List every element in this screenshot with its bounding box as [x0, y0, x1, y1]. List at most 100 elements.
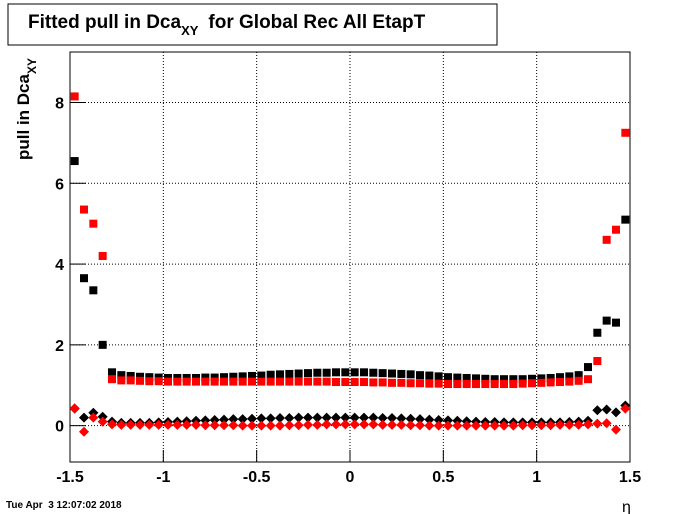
y-tick-label: 8 — [55, 95, 64, 112]
square-marker — [444, 380, 452, 389]
square-marker — [313, 377, 322, 386]
square-marker — [584, 363, 592, 372]
square-marker — [248, 377, 256, 386]
square-marker — [397, 369, 406, 378]
diamond-marker — [471, 420, 481, 431]
diamond-marker — [415, 420, 425, 431]
diamond-marker — [387, 412, 397, 423]
square-marker — [528, 379, 536, 388]
diamond-marker — [293, 412, 304, 423]
diamond-marker — [573, 419, 584, 430]
square-marker — [378, 378, 387, 387]
timestamp: Tue Apr 3 12:07:02 2018 — [6, 500, 122, 511]
x-tick-label: 1 — [532, 469, 541, 486]
square-marker — [164, 377, 172, 386]
square-marker — [201, 377, 210, 386]
diamond-marker — [209, 420, 220, 431]
square-marker — [350, 378, 359, 387]
diamond-marker — [396, 419, 407, 430]
diamond-marker — [181, 419, 192, 430]
diamond-marker — [377, 412, 388, 423]
diamond-marker — [620, 403, 631, 414]
square-marker — [332, 378, 340, 387]
diamond-marker — [163, 419, 173, 430]
square-marker — [378, 369, 387, 378]
square-marker — [257, 377, 266, 386]
square-marker — [257, 371, 266, 380]
diamond-marker — [349, 419, 360, 430]
diamond-marker — [125, 419, 136, 430]
diamond-marker — [219, 420, 229, 431]
diamond-marker — [592, 405, 603, 416]
y-label-main: pull in Dca — [14, 74, 33, 161]
square-marker — [89, 219, 98, 228]
diamond-marker — [452, 420, 463, 431]
diamond-marker — [135, 419, 145, 430]
square-marker — [70, 92, 79, 101]
square-marker — [248, 371, 256, 380]
square-marker — [145, 373, 154, 382]
square-marker — [350, 368, 359, 377]
square-marker — [276, 377, 284, 386]
diamond-marker — [461, 420, 472, 431]
x-tick-label: 0.5 — [432, 469, 454, 486]
diamond-marker — [321, 412, 332, 423]
square-marker — [481, 380, 490, 389]
square-marker — [173, 377, 182, 386]
diamond-marker — [499, 420, 509, 431]
diamond-marker — [359, 419, 369, 430]
square-marker — [294, 377, 303, 386]
diamond-marker — [545, 420, 556, 431]
square-marker — [462, 373, 471, 382]
square-marker — [472, 374, 480, 383]
square-marker — [136, 376, 144, 385]
square-marker — [341, 378, 350, 387]
diamond-marker — [331, 419, 341, 430]
square-marker — [425, 371, 434, 380]
square-marker — [453, 380, 462, 389]
y-tick-label: 4 — [55, 257, 64, 274]
square-marker — [537, 378, 546, 387]
diamond-marker — [172, 419, 183, 430]
square-marker — [490, 380, 499, 389]
square-marker — [70, 157, 79, 166]
square-marker — [80, 274, 88, 283]
square-marker — [434, 372, 443, 381]
square-marker — [117, 371, 126, 380]
diamond-marker — [293, 420, 304, 431]
square-marker — [201, 373, 210, 382]
title-box — [7, 3, 498, 46]
square-marker — [229, 372, 238, 381]
diamond-marker — [368, 419, 379, 430]
square-marker — [481, 374, 490, 383]
square-marker — [304, 369, 312, 378]
square-marker — [462, 380, 471, 389]
square-marker — [108, 375, 116, 384]
square-marker — [453, 373, 462, 382]
square-marker — [509, 380, 518, 389]
square-marker — [294, 369, 303, 378]
square-marker — [266, 377, 275, 386]
diamond-marker — [284, 412, 295, 423]
square-marker — [276, 370, 284, 379]
y-axis-label: pull in DcaXY — [14, 58, 39, 160]
square-marker — [332, 368, 340, 377]
diamond-marker — [209, 414, 220, 425]
diamond-marker — [601, 404, 612, 415]
diamond-marker — [265, 413, 276, 424]
square-marker — [117, 376, 126, 385]
title-rest: for Global Rec All EtapT — [208, 12, 425, 33]
diamond-marker — [527, 420, 537, 431]
square-marker — [472, 380, 480, 389]
square-marker — [425, 379, 434, 388]
square-marker — [126, 376, 135, 385]
diamond-marker — [265, 420, 276, 431]
diamond-marker — [415, 414, 425, 425]
square-marker — [500, 375, 508, 384]
square-marker — [285, 369, 294, 378]
diamond-marker — [340, 412, 351, 423]
square-marker — [406, 379, 415, 388]
square-marker — [220, 373, 228, 382]
square-marker — [500, 380, 508, 389]
